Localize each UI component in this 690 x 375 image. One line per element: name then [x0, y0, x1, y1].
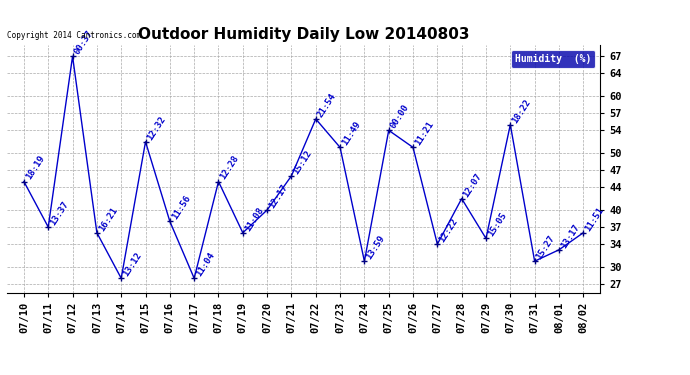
Text: 11:04: 11:04	[194, 251, 217, 278]
Text: 12:32: 12:32	[146, 114, 168, 142]
Text: 11:08: 11:08	[243, 206, 265, 233]
Text: 13:59: 13:59	[364, 234, 386, 261]
Text: 11:51: 11:51	[583, 206, 605, 233]
Text: 12:28: 12:28	[219, 154, 241, 182]
Text: 18:22: 18:22	[511, 97, 533, 124]
Text: 11:56: 11:56	[170, 194, 192, 221]
Title: Outdoor Humidity Daily Low 20140803: Outdoor Humidity Daily Low 20140803	[138, 27, 469, 42]
Text: 15:27: 15:27	[535, 234, 557, 261]
Text: Copyright 2014 Cantronics.com: Copyright 2014 Cantronics.com	[7, 31, 141, 40]
Text: 11:49: 11:49	[340, 120, 362, 147]
Text: 13:37: 13:37	[48, 200, 70, 227]
Text: 13:17: 13:17	[559, 222, 581, 250]
Text: 00:00: 00:00	[388, 103, 411, 130]
Legend: Humidity  (%): Humidity (%)	[511, 50, 595, 68]
Text: 11:21: 11:21	[413, 120, 435, 147]
Text: 21:54: 21:54	[316, 92, 338, 119]
Text: 13:12: 13:12	[121, 251, 144, 278]
Text: 00:37: 00:37	[72, 29, 95, 56]
Text: 15:12: 15:12	[291, 148, 314, 176]
Text: 12:17: 12:17	[267, 183, 289, 210]
Text: 12:22: 12:22	[437, 217, 460, 244]
Text: 16:21: 16:21	[97, 206, 119, 233]
Text: 12:07: 12:07	[462, 171, 484, 199]
Text: 18:19: 18:19	[24, 154, 46, 182]
Text: 15:05: 15:05	[486, 211, 508, 238]
